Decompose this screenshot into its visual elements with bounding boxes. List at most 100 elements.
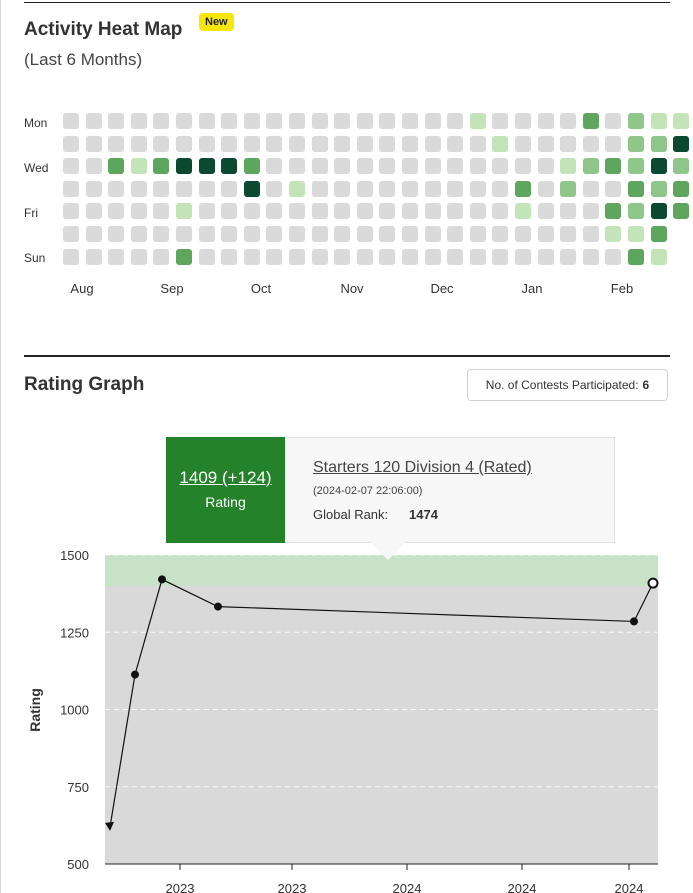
heatmap-cell[interactable] xyxy=(538,181,554,197)
heatmap-cell[interactable] xyxy=(266,226,282,242)
heatmap-cell[interactable] xyxy=(583,113,599,129)
heatmap-cell[interactable] xyxy=(492,181,508,197)
heatmap-cell[interactable] xyxy=(199,158,215,174)
heatmap-cell[interactable] xyxy=(153,136,169,152)
heatmap-cell[interactable] xyxy=(447,249,463,265)
heatmap-cell[interactable] xyxy=(673,158,689,174)
heatmap-cell[interactable] xyxy=(312,181,328,197)
heatmap-cell[interactable] xyxy=(334,113,350,129)
heatmap-cell[interactable] xyxy=(289,203,305,219)
heatmap-cell[interactable] xyxy=(492,226,508,242)
heatmap-cell[interactable] xyxy=(447,181,463,197)
heatmap-cell[interactable] xyxy=(357,249,373,265)
heatmap-cell[interactable] xyxy=(153,249,169,265)
heatmap-cell[interactable] xyxy=(538,158,554,174)
heatmap-cell[interactable] xyxy=(605,226,621,242)
heatmap-cell[interactable] xyxy=(492,113,508,129)
heatmap-cell[interactable] xyxy=(153,181,169,197)
heatmap-cell[interactable] xyxy=(470,249,486,265)
heatmap-cell[interactable] xyxy=(131,203,147,219)
heatmap-cell[interactable] xyxy=(560,158,576,174)
heatmap-cell[interactable] xyxy=(289,158,305,174)
heatmap-cell[interactable] xyxy=(583,249,599,265)
heatmap-cell[interactable] xyxy=(515,249,531,265)
heatmap-cell[interactable] xyxy=(312,113,328,129)
heatmap-cell[interactable] xyxy=(63,158,79,174)
heatmap-cell[interactable] xyxy=(402,181,418,197)
heatmap-cell[interactable] xyxy=(86,113,102,129)
heatmap-cell[interactable] xyxy=(447,136,463,152)
heatmap-cell[interactable] xyxy=(266,136,282,152)
heatmap-cell[interactable] xyxy=(108,181,124,197)
heatmap-cell[interactable] xyxy=(86,203,102,219)
heatmap-cell[interactable] xyxy=(334,158,350,174)
heatmap-cell[interactable] xyxy=(63,249,79,265)
heatmap-cell[interactable] xyxy=(108,249,124,265)
heatmap-cell[interactable] xyxy=(673,203,689,219)
heatmap-cell[interactable] xyxy=(560,249,576,265)
heatmap-cell[interactable] xyxy=(425,113,441,129)
heatmap-cell[interactable] xyxy=(515,203,531,219)
heatmap-cell[interactable] xyxy=(357,226,373,242)
heatmap-cell[interactable] xyxy=(63,136,79,152)
heatmap-cell[interactable] xyxy=(266,203,282,219)
heatmap-cell[interactable] xyxy=(86,136,102,152)
heatmap-cell[interactable] xyxy=(425,181,441,197)
heatmap-cell[interactable] xyxy=(108,113,124,129)
heatmap-cell[interactable] xyxy=(447,158,463,174)
heatmap-cell[interactable] xyxy=(131,158,147,174)
heatmap-cell[interactable] xyxy=(289,136,305,152)
heatmap-cell[interactable] xyxy=(402,226,418,242)
heatmap-cell[interactable] xyxy=(402,136,418,152)
heatmap-cell[interactable] xyxy=(628,136,644,152)
heatmap-cell[interactable] xyxy=(470,226,486,242)
heatmap-cell[interactable] xyxy=(447,203,463,219)
heatmap-cell[interactable] xyxy=(560,226,576,242)
heatmap-cell[interactable] xyxy=(492,203,508,219)
heatmap-cell[interactable] xyxy=(108,226,124,242)
heatmap-cell[interactable] xyxy=(605,181,621,197)
heatmap-cell[interactable] xyxy=(86,181,102,197)
heatmap-cell[interactable] xyxy=(266,249,282,265)
heatmap-cell[interactable] xyxy=(176,158,192,174)
heatmap-cell[interactable] xyxy=(447,226,463,242)
heatmap-cell[interactable] xyxy=(651,158,667,174)
heatmap-cell[interactable] xyxy=(199,113,215,129)
heatmap-cell[interactable] xyxy=(153,226,169,242)
heatmap-cell[interactable] xyxy=(605,113,621,129)
heatmap-cell[interactable] xyxy=(199,249,215,265)
heatmap-cell[interactable] xyxy=(470,113,486,129)
heatmap-cell[interactable] xyxy=(266,113,282,129)
heatmap-cell[interactable] xyxy=(312,136,328,152)
heatmap-cell[interactable] xyxy=(447,113,463,129)
heatmap-cell[interactable] xyxy=(244,226,260,242)
heatmap-cell[interactable] xyxy=(583,136,599,152)
tooltip-contest-link[interactable]: Starters 120 Division 4 (Rated) xyxy=(313,459,532,476)
heatmap-cell[interactable] xyxy=(176,249,192,265)
heatmap-cell[interactable] xyxy=(628,113,644,129)
heatmap-cell[interactable] xyxy=(153,203,169,219)
heatmap-cell[interactable] xyxy=(334,226,350,242)
heatmap-cell[interactable] xyxy=(470,181,486,197)
heatmap-cell[interactable] xyxy=(244,249,260,265)
heatmap-cell[interactable] xyxy=(538,249,554,265)
heatmap-cell[interactable] xyxy=(515,158,531,174)
heatmap-cell[interactable] xyxy=(492,249,508,265)
heatmap-cell[interactable] xyxy=(402,203,418,219)
heatmap-cell[interactable] xyxy=(605,136,621,152)
heatmap-cell[interactable] xyxy=(583,226,599,242)
heatmap-cell[interactable] xyxy=(244,136,260,152)
heatmap-cell[interactable] xyxy=(651,113,667,129)
heatmap-cell[interactable] xyxy=(538,113,554,129)
heatmap-cell[interactable] xyxy=(628,181,644,197)
heatmap-cell[interactable] xyxy=(673,181,689,197)
heatmap-cell[interactable] xyxy=(153,158,169,174)
heatmap-cell[interactable] xyxy=(108,158,124,174)
heatmap-cell[interactable] xyxy=(357,181,373,197)
heatmap-cell[interactable] xyxy=(176,181,192,197)
heatmap-cell[interactable] xyxy=(402,249,418,265)
heatmap-cell[interactable] xyxy=(334,203,350,219)
heatmap-cell[interactable] xyxy=(379,249,395,265)
heatmap-cell[interactable] xyxy=(425,226,441,242)
heatmap-cell[interactable] xyxy=(357,136,373,152)
